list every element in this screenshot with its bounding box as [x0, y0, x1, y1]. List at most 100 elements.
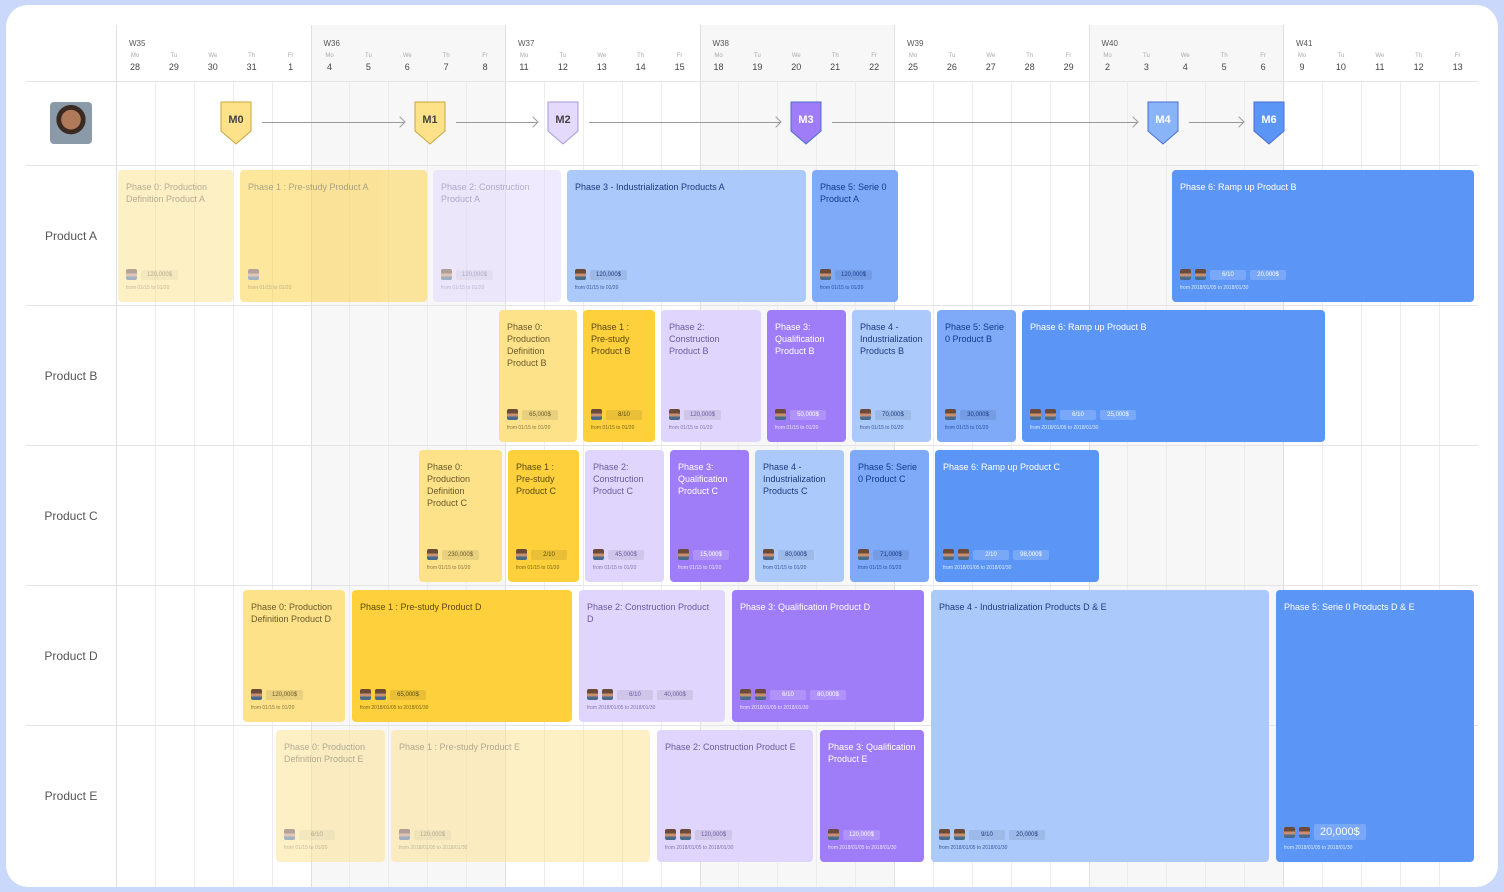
assignee-avatar[interactable]: [248, 269, 259, 280]
assignee-avatar[interactable]: [1180, 269, 1191, 280]
day-name: Tu: [948, 53, 956, 59]
assignee-avatar[interactable]: [678, 549, 689, 560]
milestone-m6[interactable]: M6: [1253, 101, 1285, 145]
milestone-m2[interactable]: M2: [547, 101, 579, 145]
day-name: Th: [1415, 53, 1423, 59]
assignee-avatar[interactable]: [251, 689, 262, 700]
phase-card[interactable]: Phase 6: Ramp up Product B 6/10 25,000$ fro…: [1022, 310, 1325, 442]
day-name: Fr: [482, 53, 488, 59]
assignee-avatar[interactable]: [591, 409, 602, 420]
milestone-m3[interactable]: M3: [790, 101, 822, 145]
day-name: Tu: [754, 53, 761, 59]
assignee-avatar[interactable]: [427, 549, 438, 560]
row-label-product-d: Product D: [44, 649, 98, 663]
phase-card[interactable]: Phase 3: Qualification Product E 120,000$…: [820, 730, 924, 862]
phase-card[interactable]: Phase 6: Ramp up Product C 2/10 98,000$ fro…: [935, 450, 1099, 582]
assignee-avatar[interactable]: [516, 549, 527, 560]
day-gridline: [116, 25, 117, 887]
phase-card[interactable]: Phase 1 : Pre-study Product E 120,000$ fro…: [391, 730, 650, 862]
phase-card[interactable]: Phase 5: Serie 0 Product B 30,000$ from 01…: [937, 310, 1016, 442]
phase-card[interactable]: Phase 3: Qualification Product B 50,000$ f…: [767, 310, 846, 442]
phase-card[interactable]: Phase 0: Production Definition Product D…: [243, 590, 345, 722]
assignee-avatar[interactable]: [665, 829, 676, 840]
milestone-m1[interactable]: M1: [414, 101, 446, 145]
phase-card[interactable]: Phase 1 : Pre-study Product D 65,000$ from…: [352, 590, 572, 722]
assignee-avatar[interactable]: [943, 549, 954, 560]
user-avatar[interactable]: [50, 102, 92, 144]
phase-card[interactable]: Phase 1 : Pre-study Product C 2/10 from 01…: [508, 450, 579, 582]
card-meta: 2/10: [516, 549, 573, 560]
assignee-avatar[interactable]: [860, 409, 871, 420]
phase-card[interactable]: Phase 1 : Pre-study Product B 8/10 from 01…: [583, 310, 655, 442]
day-name: We: [597, 53, 607, 59]
assignee-avatar[interactable]: [828, 829, 839, 840]
phase-card[interactable]: Phase 4 - Industrialization Products B 70…: [852, 310, 931, 442]
assignee-avatar[interactable]: [602, 689, 613, 700]
phase-card[interactable]: Phase 0: Production Definition Product A…: [118, 170, 233, 302]
phase-card[interactable]: Phase 0: Production Definition Product E…: [276, 730, 385, 862]
progress-badge: 6/10: [1060, 409, 1096, 420]
phase-card[interactable]: Phase 2: Construction Product A 120,000$ f…: [433, 170, 561, 302]
assignee-avatar[interactable]: [575, 269, 586, 280]
phase-card[interactable]: Phase 1 : Pre-study Product A from 01/15 …: [240, 170, 427, 302]
assignee-avatar[interactable]: [945, 409, 956, 420]
phase-card[interactable]: Phase 0: Production Definition Product C…: [419, 450, 502, 582]
budget-badge: 65,000$: [522, 409, 558, 420]
assignee-avatar[interactable]: [763, 549, 774, 560]
assignee-avatar[interactable]: [680, 829, 691, 840]
phase-card[interactable]: Phase 5: Serie 0 Products D & E 20,000$ fr…: [1276, 590, 1474, 862]
date-range: from 01/15 to 01/20: [284, 845, 328, 851]
milestone-m0[interactable]: M0: [220, 101, 252, 145]
phase-card[interactable]: Phase 2: Construction Product D 6/10 40,00…: [579, 590, 725, 722]
assignee-avatar[interactable]: [587, 689, 598, 700]
day-gridline: [349, 81, 351, 887]
assignee-avatar[interactable]: [669, 409, 680, 420]
assignee-avatar[interactable]: [284, 829, 295, 840]
phase-card[interactable]: Phase 3 - Industrialization Products A 12…: [567, 170, 806, 302]
budget-badge: 25,000$: [1100, 409, 1136, 420]
assignee-avatar[interactable]: [954, 829, 965, 840]
phase-card[interactable]: Phase 5: Serie 0 Product C 71,000$ from 01…: [850, 450, 929, 582]
assignee-avatar[interactable]: [375, 689, 386, 700]
assignee-avatar[interactable]: [360, 689, 371, 700]
phase-card[interactable]: Phase 2: Construction Product C 45,000$ fr…: [585, 450, 664, 582]
phase-card[interactable]: Phase 0: Production Definition Product B…: [499, 310, 577, 442]
phase-card[interactable]: Phase 6: Ramp up Product B 6/10 20,000$ fro…: [1172, 170, 1474, 302]
phase-card[interactable]: Phase 4 - Industrialization Products D &…: [931, 590, 1269, 862]
phase-card[interactable]: Phase 4 - Industrialization Products C 80…: [755, 450, 844, 582]
assignee-avatar[interactable]: [1299, 826, 1310, 838]
assignee-avatar[interactable]: [1195, 269, 1206, 280]
card-meta: 6/10 80,000$: [740, 689, 918, 700]
assignee-avatar[interactable]: [740, 689, 751, 700]
assignee-avatar[interactable]: [441, 269, 452, 280]
assignee-avatar[interactable]: [939, 829, 950, 840]
assignee-avatar[interactable]: [507, 409, 518, 420]
phase-card[interactable]: Phase 5: Serie 0 Product A 120,000$ from 0…: [812, 170, 898, 302]
assignee-avatar[interactable]: [1284, 826, 1295, 838]
budget-badge: 40,000$: [657, 689, 693, 700]
assignee-avatar[interactable]: [775, 409, 786, 420]
date-range: from 01/15 to 01/20: [775, 425, 819, 431]
day-number: 4: [326, 62, 332, 72]
assignee-avatar[interactable]: [858, 549, 869, 560]
phase-card[interactable]: Phase 2: Construction Product B 120,000$ f…: [661, 310, 761, 442]
date-range: from 01/15 to 01/20: [860, 425, 904, 431]
date-range: from 01/15 to 01/20: [858, 565, 902, 571]
row-label-product-e: Product E: [44, 789, 98, 803]
milestone-m4[interactable]: M4: [1147, 101, 1179, 145]
phase-card[interactable]: Phase 2: Construction Product E 120,000$ f…: [657, 730, 813, 862]
assignee-avatar[interactable]: [755, 689, 766, 700]
date-range: from 01/15 to 01/20: [427, 565, 471, 571]
day-number: 22: [869, 62, 880, 72]
assignee-avatar[interactable]: [820, 269, 831, 280]
phase-card[interactable]: Phase 3: Qualification Product C 15,000$ f…: [670, 450, 749, 582]
card-footer: 80,000$ from 01/15 to 01/20: [763, 549, 838, 571]
assignee-avatar[interactable]: [593, 549, 604, 560]
assignee-avatar[interactable]: [126, 269, 137, 280]
assignee-avatar[interactable]: [958, 549, 969, 560]
phase-card[interactable]: Phase 3: Qualification Product D 6/10 80,0…: [732, 590, 924, 722]
assignee-avatar[interactable]: [1045, 409, 1056, 420]
assignee-avatar[interactable]: [1030, 409, 1041, 420]
assignee-avatar[interactable]: [399, 829, 410, 840]
progress-badge: 2/10: [973, 549, 1009, 560]
